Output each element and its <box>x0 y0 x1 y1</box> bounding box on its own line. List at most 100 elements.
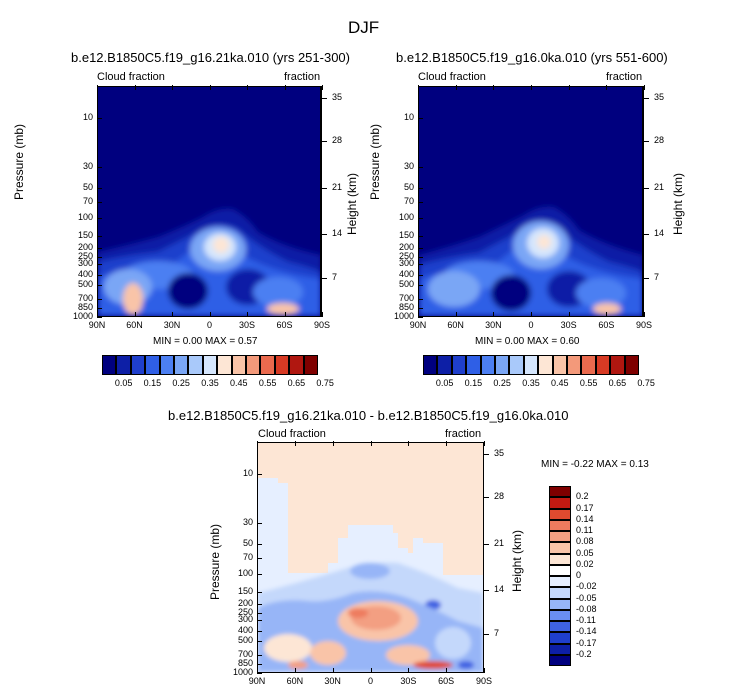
panel-a-ytick-label: 500 <box>77 278 93 289</box>
panel-b-ytick-label: 70 <box>403 195 414 206</box>
panel-b-ytick-mark <box>418 201 423 203</box>
colorbar-swatch <box>549 531 571 543</box>
panel-diff-y2tick-label: 21 <box>494 537 505 548</box>
panel-b-ytick-mark <box>418 298 423 300</box>
panel-diff-y2tick-mark <box>484 543 489 545</box>
panel-a-ytick-mark <box>97 166 102 168</box>
colorbar-swatch <box>102 355 117 375</box>
panel-a-ylabel: Pressure (mb) <box>12 123 26 200</box>
panel-a-xtick-mark-top <box>172 85 173 90</box>
colorbar-swatch <box>610 355 625 375</box>
colorbar-level-label: 0.15 <box>143 378 162 388</box>
colorbar-level-label: 0.35 <box>201 378 219 388</box>
panel-diff-ytick-label: 850 <box>237 657 253 668</box>
panel-b-xtick-mark-top <box>493 85 495 90</box>
panel-a-xtick-mark <box>247 312 248 317</box>
panel-b-xtick-mark-top <box>418 85 419 90</box>
colorbar-swatch <box>549 519 571 531</box>
panel-a-right-label: fraction <box>284 71 321 83</box>
panel-diff-ytick-mark <box>257 619 262 621</box>
colorbar-swatch <box>595 355 611 375</box>
panel-a-xtick-mark-top <box>322 85 323 90</box>
colorbar-swatch <box>495 355 510 375</box>
panel-diff-xtick-mark-top <box>446 441 448 446</box>
panel-diff-xtick-label: 30S <box>400 676 417 686</box>
panel-b-xtick-mark-top <box>606 85 608 90</box>
panel-diff-ytick-mark <box>257 522 262 524</box>
panel-diff-xtick-mark <box>370 668 372 673</box>
panel-diff-ytick-mark <box>257 573 262 575</box>
panel-diff-ytick-mark <box>257 543 262 545</box>
panel-b-ytick-label: 400 <box>398 269 414 280</box>
panel-diff-xtick-mark-top <box>370 441 372 446</box>
panel-diff-ytick-label: 70 <box>242 551 253 562</box>
panel-diff-y2tick-mark <box>484 453 489 455</box>
panel-b-colorbar-labels: 0.05 0.15 0.25 0.35 0.45 0.55 0.65 0.75 <box>423 378 655 390</box>
panel-diff-ytick-mark <box>257 557 262 559</box>
panel-a-ytick-label: 1000 <box>72 311 93 321</box>
panel-b-xtick-mark-top <box>455 85 457 90</box>
panel-a-xtick-mark-top <box>209 85 211 90</box>
panel-b-xtick-label: 90S <box>635 320 652 330</box>
panel-b-ytick-label: 100 <box>398 211 414 222</box>
colorbar-swatch <box>217 355 232 375</box>
panel-b-xtick-mark-top <box>568 85 570 90</box>
panel-b-xtick-mark <box>606 312 608 317</box>
colorbar-level-label: 0.35 <box>522 378 540 388</box>
colorbar-level-label: -0.14 <box>576 626 597 637</box>
panel-diff-y2tick-mark <box>484 497 489 499</box>
panel-b-y2tick-label: 14 <box>654 227 665 238</box>
colorbar-swatch <box>145 355 160 375</box>
panel-diff-xtick-label: 0 <box>367 676 373 686</box>
panel-b-y2tick-label: 28 <box>654 135 665 146</box>
panel-a-xtick-mark-top <box>284 85 286 90</box>
panel-a-ytick-mark <box>97 236 102 238</box>
colorbar-swatch <box>549 621 571 633</box>
panel-b-xtick-mark <box>418 312 419 317</box>
panel-diff-xtick-label: 60N <box>286 676 304 686</box>
colorbar-level-label: 0.65 <box>287 378 306 388</box>
panel-a-y2tick-label: 21 <box>332 181 343 192</box>
panel-b-ytick-mark <box>418 166 423 168</box>
panel-diff-ytick-label: 400 <box>237 625 253 636</box>
colorbar-swatch <box>549 553 571 565</box>
colorbar-swatch <box>466 355 481 375</box>
colorbar-level-label: 0.45 <box>551 378 569 388</box>
panel-b-y2tick-mark <box>644 233 649 235</box>
colorbar-level-label: 0.55 <box>258 378 277 388</box>
panel-a-y2tick-mark <box>322 97 327 99</box>
panel-b-ytick-label: 150 <box>398 230 414 241</box>
panel-b-ytick-mark <box>418 217 423 219</box>
panel-b-xtick-mark <box>531 312 532 317</box>
panel-b-xtick-label: 30N <box>485 320 502 330</box>
colorbar-level-label: 0.08 <box>576 536 594 547</box>
colorbar-swatch <box>549 598 571 610</box>
panel-diff-xtick-mark-top <box>332 441 334 446</box>
panel-diff-y2tick-mark <box>484 589 489 591</box>
colorbar-swatch <box>246 355 261 375</box>
panel-a-ytick-mark <box>97 298 102 300</box>
panel-b-xtick-mark <box>455 312 457 317</box>
panel-diff-ytick-mark <box>257 654 262 656</box>
colorbar-swatch <box>549 587 571 599</box>
panel-a-xtick-mark-top <box>247 85 248 90</box>
panel-a-ytick-mark <box>97 247 102 249</box>
colorbar-level-label: 0 <box>576 570 582 580</box>
panel-b-ytick-label: 700 <box>398 292 414 303</box>
colorbar-swatch <box>480 355 495 375</box>
panel-a-xtick-mark-top <box>134 85 136 90</box>
colorbar-swatch <box>523 355 539 375</box>
panel-a-ytick-mark <box>97 118 102 120</box>
panel-a-ytick-label: 300 <box>77 257 93 268</box>
panel-a-ytick-mark <box>97 307 102 309</box>
panel-diff-xtick-mark <box>484 668 485 673</box>
colorbar-swatch <box>188 355 203 375</box>
panel-diff-y2tick-label: 14 <box>494 583 505 594</box>
panel-b-colorbar <box>423 355 639 375</box>
panel-a-minmax: MIN = 0.00 MAX = 0.57 <box>153 336 258 347</box>
panel-a-ytick-mark <box>97 256 102 258</box>
colorbar-level-label: 0.11 <box>576 525 593 535</box>
panel-b-ytick-label: 200 <box>398 241 414 252</box>
panel-diff-xtick-mark <box>332 668 334 673</box>
colorbar-level-label: 0.65 <box>608 378 627 388</box>
